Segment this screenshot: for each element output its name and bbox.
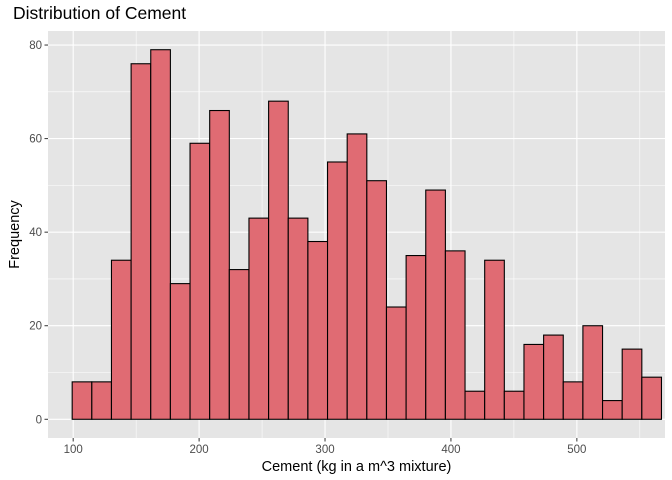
histogram-bar xyxy=(405,255,427,420)
histogram-bar xyxy=(91,381,113,420)
histogram-bar xyxy=(366,180,388,420)
histogram-bar xyxy=(189,142,211,420)
histogram-bar xyxy=(503,390,525,420)
histogram-bar xyxy=(582,325,604,420)
x-tick-label: 100 xyxy=(64,444,83,456)
histogram-bar xyxy=(464,390,486,420)
histogram-bar xyxy=(268,100,289,420)
x-tick-label: 400 xyxy=(441,444,460,456)
x-tick-label: 200 xyxy=(190,444,209,456)
histogram-bar xyxy=(484,259,505,420)
histogram-bar xyxy=(601,400,623,420)
histogram-bar xyxy=(130,63,152,420)
histogram-bar xyxy=(228,269,250,420)
y-axis-ticks: 0 20 40 60 80 xyxy=(29,40,48,426)
histogram-bar xyxy=(287,217,309,420)
histogram-bar xyxy=(110,259,132,420)
x-tick-label: 500 xyxy=(567,444,586,456)
histogram-bar xyxy=(385,306,407,420)
y-axis-title: Frequency xyxy=(7,200,23,269)
histogram-bars xyxy=(71,49,663,420)
histogram-bar xyxy=(209,109,230,420)
y-tick-label: 60 xyxy=(29,134,42,146)
y-tick-label: 40 xyxy=(29,227,42,239)
histogram-bar xyxy=(71,381,93,420)
histogram-bar xyxy=(150,49,171,420)
x-tick-label: 300 xyxy=(315,444,334,456)
histogram-bar xyxy=(621,348,643,420)
x-axis-title: Cement (kg in a m^3 mixture) xyxy=(262,459,452,475)
histogram-bar xyxy=(326,161,348,420)
histogram-bar xyxy=(641,376,663,420)
y-tick-label: 80 xyxy=(29,40,42,52)
histogram-bar xyxy=(248,217,270,420)
histogram-bar xyxy=(444,250,466,420)
histogram-bar xyxy=(562,381,584,420)
y-tick-label: 20 xyxy=(29,321,42,333)
histogram-bar xyxy=(307,240,329,420)
histogram-bar xyxy=(425,189,446,420)
histogram-bar xyxy=(543,334,564,420)
histogram-bar xyxy=(346,133,368,420)
histogram-bar xyxy=(523,343,545,420)
chart-title: Distribution of Cement xyxy=(13,3,187,23)
x-axis-ticks: 100 200 300 400 500 xyxy=(64,438,586,456)
y-tick-label: 0 xyxy=(36,414,42,426)
histogram-bar xyxy=(169,283,191,420)
